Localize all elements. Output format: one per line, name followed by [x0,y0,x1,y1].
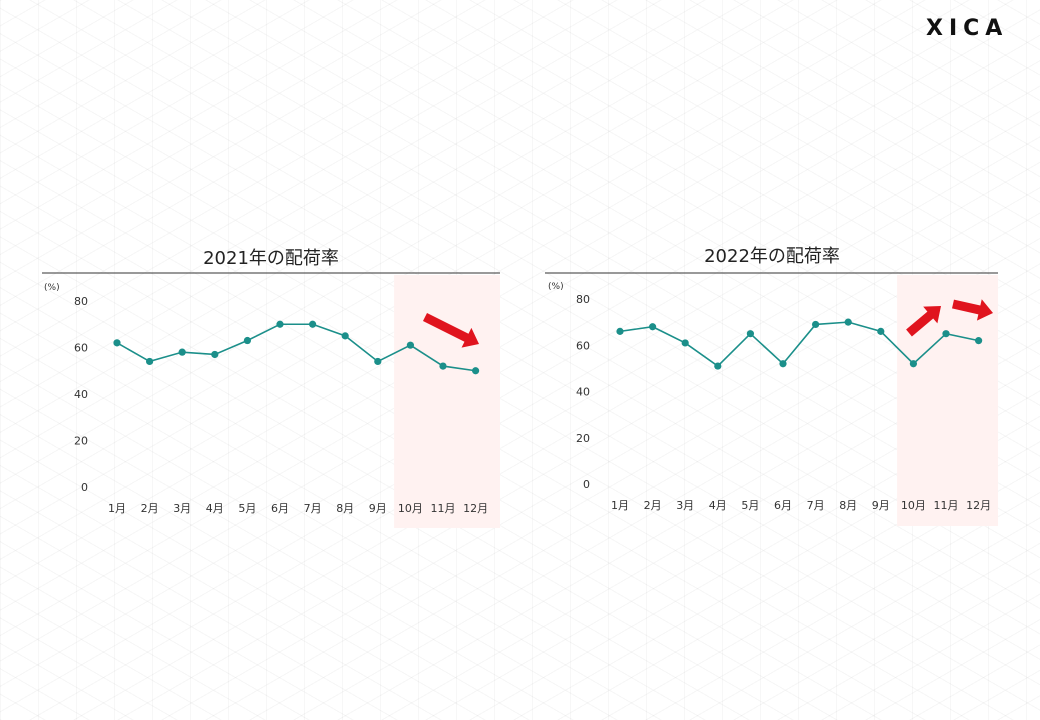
x-tick-label: 10月 [901,499,926,512]
y-tick-label: 60 [576,339,590,352]
data-point [374,357,382,366]
y-tick-label: 80 [576,293,590,306]
x-tick-label: 12月 [966,499,991,512]
x-tick-label: 8月 [839,499,857,512]
x-tick-label: 9月 [369,502,387,515]
y-tick-label: 0 [81,481,88,494]
y-tick-label: 60 [74,342,88,355]
x-tick-label: 6月 [774,499,792,512]
x-tick-label: 7月 [304,502,322,515]
chart-2: 2022年の配荷率 (%) 0 20 40 60 80 1月 2月 3月 4月 5月 6月 7月 8月 9月 1… [545,246,998,526]
x-tick-label: 5月 [741,499,759,512]
y-tick-label: 40 [576,386,590,399]
x-tick-label: 2月 [141,502,159,515]
highlight-band [394,275,500,528]
data-point [439,362,447,370]
data-point [844,318,852,326]
data-point [975,337,983,345]
x-tick-label: 4月 [709,499,727,512]
data-point [649,323,657,331]
trend-arrow-up [906,306,941,337]
data-point [309,320,317,328]
x-tick-label: 9月 [872,499,890,512]
trend-arrow-flat [952,299,993,321]
data-point [681,339,689,347]
x-tick-label: 10月 [398,502,423,515]
trend-arrow-down [422,312,479,348]
data-point [146,357,154,366]
x-tick-label: 8月 [336,502,354,515]
data-point [909,360,918,368]
chart-title: 2022年の配荷率 [704,246,840,267]
data-point [877,327,885,335]
y-tick-label: 20 [74,435,88,448]
chart-1: 2021年の配荷率 (%) 0 20 40 60 80 1月 2月 3月 4月 5月 6月 7月 8月 9月 1… [42,248,500,528]
chart-title: 2021年の配荷率 [203,248,339,269]
x-tick-label: 11月 [934,499,959,512]
x-tick-label: 5月 [238,502,256,515]
x-tick-label: 7月 [807,499,825,512]
xica-logo: XICA [926,16,1009,41]
data-point [942,330,950,338]
data-point [746,330,755,338]
x-tick-label: 6月 [271,502,289,515]
y-tick-label: 40 [74,388,88,401]
x-tick-label: 11月 [431,502,456,515]
data-point [113,339,121,347]
y-tick-label: 20 [576,432,590,445]
y-tick-label: 80 [74,295,88,308]
series-line [619,321,979,368]
data-point [616,327,624,335]
data-point [812,320,820,329]
data-point [341,332,349,340]
series-line [116,323,476,372]
data-point [779,360,787,368]
x-tick-label: 12月 [463,502,488,515]
x-tick-label: 1月 [108,502,126,515]
unit-label: (%) [548,282,564,292]
data-point [276,320,284,328]
x-tick-label: 3月 [173,502,191,515]
data-point [406,341,414,349]
y-tick-label: 0 [583,478,590,491]
data-point [472,367,480,375]
x-tick-label: 1月 [611,499,629,512]
x-tick-label: 3月 [676,499,694,512]
data-point [178,348,186,356]
x-tick-label: 4月 [206,502,224,515]
data-point [211,350,219,359]
data-point [243,336,251,345]
x-tick-label: 2月 [644,499,662,512]
unit-label: (%) [44,283,60,293]
data-point [714,362,722,370]
